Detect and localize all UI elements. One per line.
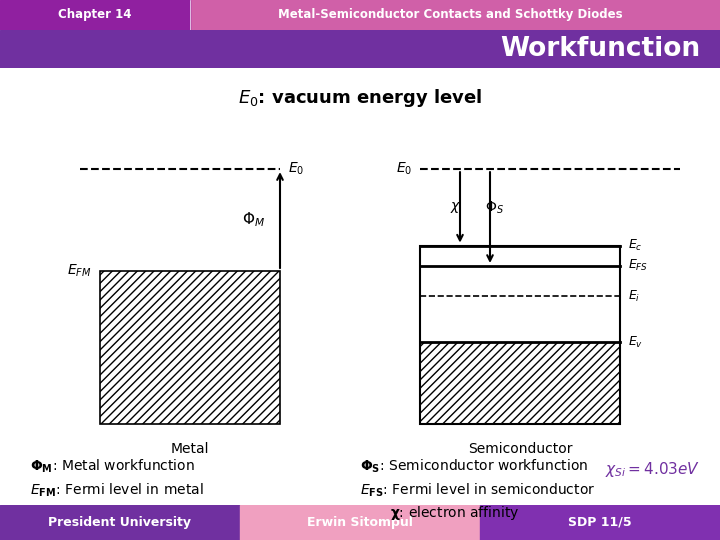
Text: President University: President University	[48, 516, 192, 529]
Bar	[480, 505, 720, 540]
Text: Metal: Metal	[171, 442, 210, 456]
Text: $\Phi_S$: $\Phi_S$	[485, 200, 503, 216]
Text: $\mathbf{\chi}$: electron affinity: $\mathbf{\chi}$: electron affinity	[390, 504, 519, 522]
Text: Workfunction: Workfunction	[500, 36, 700, 62]
Text: $\mathbf{\mathit{E}_{FS}}$: Fermi level in semiconductor: $\mathbf{\mathit{E}_{FS}}$: Fermi level …	[360, 482, 595, 500]
Text: $\mathbf{\Phi_S}$: Semiconductor workfunction: $\mathbf{\Phi_S}$: Semiconductor workfun…	[360, 457, 588, 475]
Text: $\mathit{E}_v$: $\mathit{E}_v$	[628, 335, 643, 350]
Bar	[100, 271, 280, 423]
Text: Semiconductor: Semiconductor	[468, 442, 572, 456]
Text: $\mathbf{\Phi_M}$: Metal workfunction: $\mathbf{\Phi_M}$: Metal workfunction	[30, 457, 195, 475]
Bar	[420, 342, 620, 423]
Text: $\mathbf{\mathit{E}_{FM}}$: Fermi level in metal: $\mathbf{\mathit{E}_{FM}}$: Fermi level …	[30, 482, 204, 500]
Text: $\mathit{E}_0$: $\mathit{E}_0$	[288, 161, 305, 178]
Text: Metal-Semiconductor Contacts and Schottky Diodes: Metal-Semiconductor Contacts and Schottk…	[278, 8, 622, 22]
Text: $\mathit{E}_c$: $\mathit{E}_c$	[628, 238, 642, 253]
Text: $\mathit{E}_{FS}$: $\mathit{E}_{FS}$	[628, 258, 648, 273]
Text: $\mathit{E}_0$: vacuum energy level: $\mathit{E}_0$: vacuum energy level	[238, 87, 482, 109]
Text: $\mathit{E}_0$: $\mathit{E}_0$	[396, 161, 412, 178]
Bar	[0, 505, 240, 540]
Bar	[0, 0, 190, 30]
Text: $\chi_{Si} = 4.03eV$: $\chi_{Si} = 4.03eV$	[605, 460, 700, 479]
Text: SDP 11/5: SDP 11/5	[568, 516, 632, 529]
Text: $\mathit{E}_{FM}$: $\mathit{E}_{FM}$	[68, 263, 92, 279]
Bar	[420, 246, 620, 423]
Text: $\mathit{E}_i$: $\mathit{E}_i$	[628, 289, 640, 304]
Text: Chapter 14: Chapter 14	[58, 8, 132, 22]
Bar	[240, 505, 480, 540]
Text: $\Phi_M$: $\Phi_M$	[242, 211, 265, 229]
Text: Erwin Sitompul: Erwin Sitompul	[307, 516, 413, 529]
Text: $\chi$: $\chi$	[451, 200, 462, 215]
